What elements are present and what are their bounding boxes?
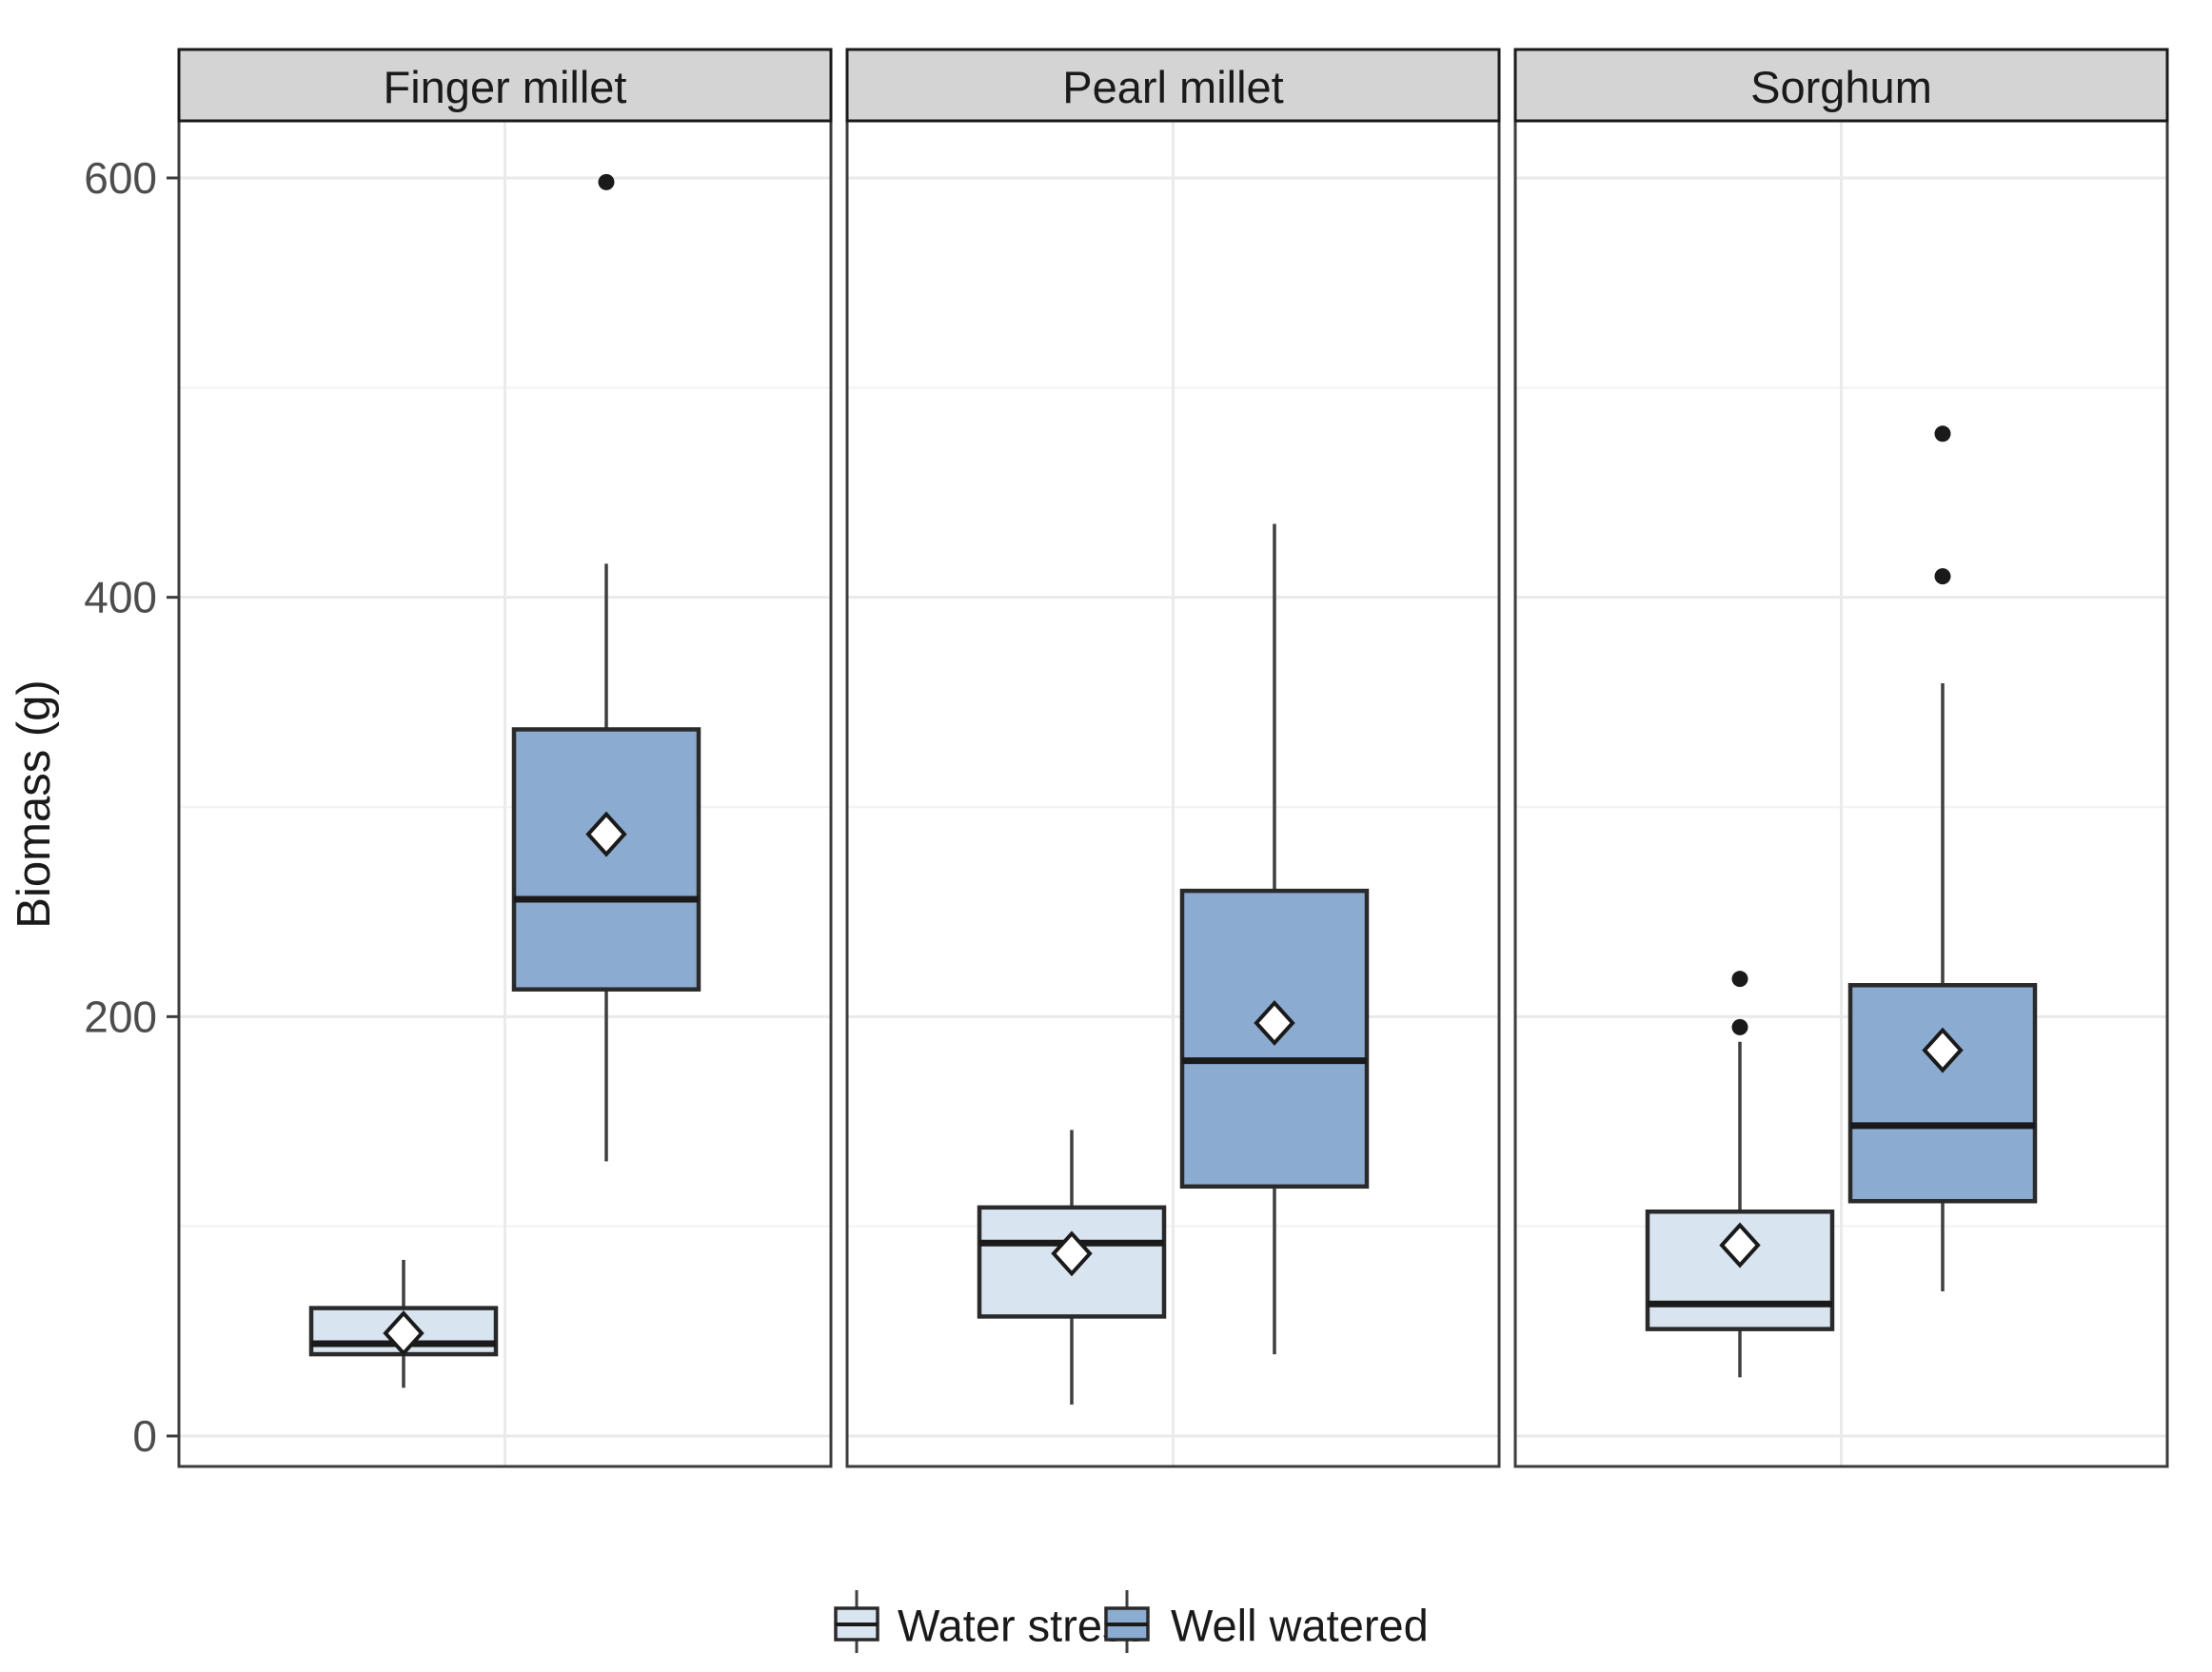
box-water-stress-sorghum xyxy=(1645,971,1835,1378)
facet-strip-label-pearl-millet: Pearl millet xyxy=(1062,62,1283,112)
legend-label-well-watered: Well watered xyxy=(1171,1601,1429,1651)
box-well-watered-finger-millet xyxy=(511,173,701,1162)
facet-strip-pearl-millet xyxy=(845,48,1501,123)
facet-strip-label-finger-millet: Finger millet xyxy=(384,62,627,112)
outlier-dot xyxy=(598,173,615,190)
box-well-watered-pearl-millet xyxy=(1179,523,1370,1355)
box-water-stress-pearl-millet xyxy=(977,1130,1167,1405)
y-tick-label-400: 400 xyxy=(84,573,157,622)
mean-diamond xyxy=(383,1310,425,1357)
facet-panel-pearl-millet: Pearl millet xyxy=(845,48,1501,1468)
facet-panel-finger-millet: Finger millet xyxy=(177,48,833,1468)
iqr-box xyxy=(1847,983,2038,1204)
y-axis-title: Biomass (g) xyxy=(9,679,60,928)
y-axis: 0 200 400 600 xyxy=(84,153,179,1461)
mean-diamond xyxy=(585,811,627,857)
outlier-dot xyxy=(1731,1018,1748,1035)
legend: Water stress Well watered xyxy=(834,1590,1429,1653)
y-tick-label-200: 200 xyxy=(84,992,157,1041)
mean-diamond xyxy=(1254,999,1295,1046)
mean-diamond xyxy=(1051,1230,1093,1277)
iqr-box xyxy=(511,727,701,992)
mean-diamond xyxy=(1922,1027,1964,1073)
facet-strip-finger-millet xyxy=(177,48,833,123)
outlier-dot xyxy=(1731,971,1748,988)
outlier-dot xyxy=(1934,568,1951,585)
facet-strip-label-sorghum: Sorghum xyxy=(1750,62,1932,112)
outlier-dot xyxy=(1934,425,1951,443)
y-tick-label-0: 0 xyxy=(132,1411,157,1461)
iqr-box xyxy=(1179,888,1370,1190)
y-tick-label-600: 600 xyxy=(84,153,157,203)
box-well-watered-sorghum xyxy=(1847,425,2038,1291)
box-water-stress-finger-millet xyxy=(308,1259,499,1388)
facet-panel-sorghum: Sorghum xyxy=(1513,48,2169,1468)
panels-layer: Finger millet Pearl millet Sorghum xyxy=(177,48,2169,1468)
facet-strip-sorghum xyxy=(1513,48,2169,123)
mean-diamond xyxy=(1719,1222,1761,1269)
legend-item-well-watered: Well watered xyxy=(1104,1590,1429,1653)
